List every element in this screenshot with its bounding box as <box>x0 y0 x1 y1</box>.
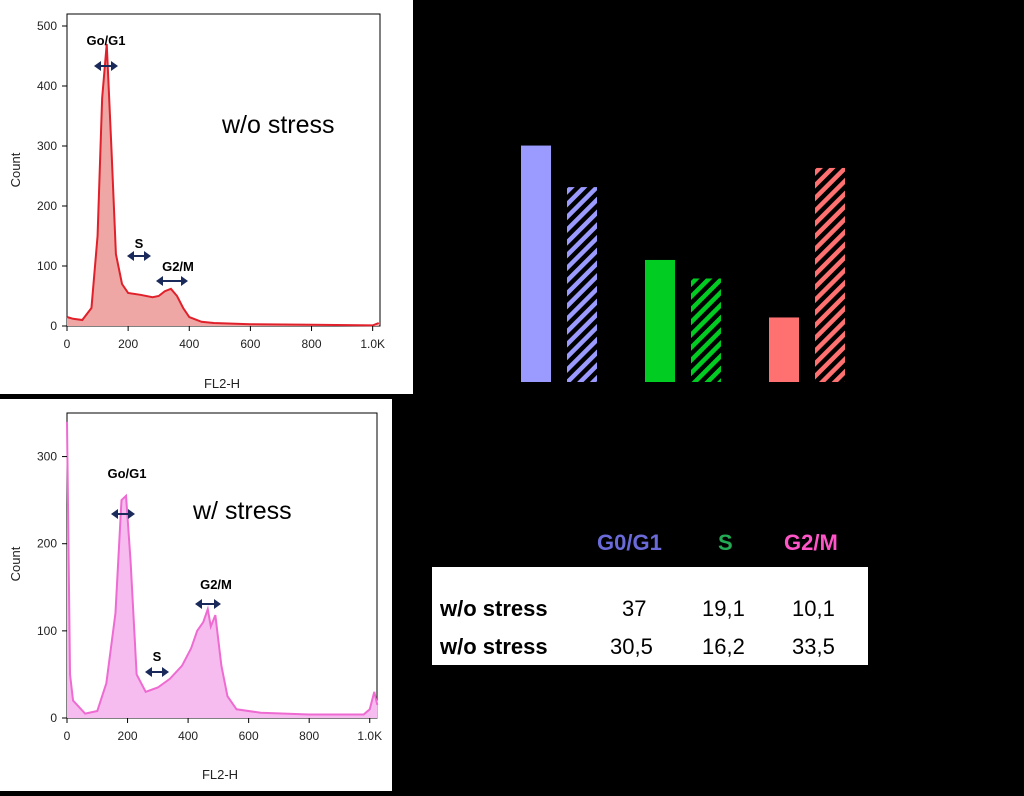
arrow-head-left <box>111 509 118 519</box>
arrow-head-right <box>181 276 188 286</box>
arrow-head-left <box>195 599 202 609</box>
y-tick-label: 100 <box>37 624 57 638</box>
y-axis-label: Count <box>8 546 23 581</box>
x-tick-label: 200 <box>118 337 138 351</box>
table-header-g2m: G2/M <box>784 530 838 555</box>
peak-label: Go/G1 <box>107 466 146 481</box>
arrow-head-right <box>128 509 135 519</box>
arrow-head-right <box>111 61 118 71</box>
arrow-head-left <box>156 276 163 286</box>
bar-s-hatched <box>691 278 721 382</box>
histogram-area <box>67 421 378 718</box>
y-tick-label: 200 <box>37 537 57 551</box>
table-cell: 33,5 <box>792 634 835 659</box>
arrow-head-right <box>162 667 169 677</box>
x-tick-label: 0 <box>64 729 71 743</box>
arrow-head-right <box>214 599 221 609</box>
double-arrow-icon <box>94 61 118 71</box>
x-tick-label: 400 <box>179 337 199 351</box>
double-arrow-icon <box>156 276 188 286</box>
double-arrow-icon <box>195 599 221 609</box>
table-body: w/o stress 37 19,1 10,1 w/o stress 30,5 … <box>432 567 868 665</box>
y-tick-label: 0 <box>50 711 57 725</box>
arrow-head-left <box>94 61 101 71</box>
histogram-chart-with-stress: 0 200 400 600 800 1.0K 0 100 200 300 Count FL2-H w/ … <box>8 412 382 782</box>
x-tick-label: 600 <box>240 337 260 351</box>
x-tick-label: 600 <box>239 729 259 743</box>
y-tick-label: 100 <box>37 259 57 273</box>
table-header-s: S <box>718 530 733 555</box>
x-tick-label: 200 <box>118 729 138 743</box>
arrow-head-right <box>144 251 151 261</box>
peak-label: S <box>135 236 144 251</box>
table-cell: 16,2 <box>702 634 745 659</box>
table-cell: 10,1 <box>792 596 835 621</box>
cell-cycle-table: G0/G1 S G2/M w/o stress 37 19,1 10,1 w/o… <box>432 530 872 670</box>
bar-s-solid <box>645 259 675 382</box>
x-tick-label: 1.0K <box>360 337 385 351</box>
peak-label: S <box>153 649 162 664</box>
histogram-chart-without-stress: 0 200 400 600 800 1.0K 0 100 200 300 400 500 Count FL… <box>8 13 385 391</box>
arrow-head-left <box>145 667 152 677</box>
peak-label: Go/G1 <box>86 33 125 48</box>
table-cell: 30,5 <box>610 634 653 659</box>
condition-label: w/ stress <box>192 497 292 525</box>
histogram-area <box>67 44 379 326</box>
bar-g0g1-hatched <box>567 187 597 382</box>
cell-cycle-bar-chart <box>521 145 845 382</box>
y-tick-label: 300 <box>37 450 57 464</box>
double-arrow-icon <box>145 667 169 677</box>
table-cell: 37 <box>622 596 647 621</box>
x-tick-label: 0 <box>64 337 71 351</box>
condition-label: w/o stress <box>221 111 335 139</box>
peak-label: G2/M <box>200 577 232 592</box>
x-tick-label: 800 <box>302 337 322 351</box>
bar-g2m-hatched <box>815 167 845 382</box>
arrow-head-left <box>127 251 134 261</box>
x-tick-label: 800 <box>299 729 319 743</box>
x-tick-label: 400 <box>178 729 198 743</box>
y-tick-label: 400 <box>37 79 57 93</box>
y-tick-label: 500 <box>37 19 57 33</box>
y-tick-label: 200 <box>37 199 57 213</box>
table-header-g0g1: G0/G1 <box>597 530 662 555</box>
y-tick-label: 0 <box>50 319 57 333</box>
peak-label: G2/M <box>162 259 194 274</box>
x-axis-label: FL2-H <box>202 767 238 782</box>
x-tick-label: 1.0K <box>357 729 382 743</box>
y-axis-label: Count <box>8 152 23 187</box>
histogram-panel-with-stress: 0 200 400 600 800 1.0K 0 100 200 300 Count FL2-H w/ … <box>0 399 392 791</box>
x-axis-label: FL2-H <box>204 376 240 391</box>
table-row-label: w/o stress <box>440 596 548 621</box>
histogram-line <box>66 43 380 327</box>
bar-g2m-solid <box>769 317 799 382</box>
table-cell: 19,1 <box>702 596 745 621</box>
double-arrow-icon <box>127 251 151 261</box>
double-arrow-icon <box>111 509 135 519</box>
y-tick-label: 300 <box>37 139 57 153</box>
histogram-line <box>66 421 379 716</box>
table-row-label: w/o stress <box>440 634 548 659</box>
histogram-panel-without-stress: 0 200 400 600 800 1.0K 0 100 200 300 400 500 Count FL… <box>0 0 413 394</box>
bar-g0g1-solid <box>521 145 551 382</box>
